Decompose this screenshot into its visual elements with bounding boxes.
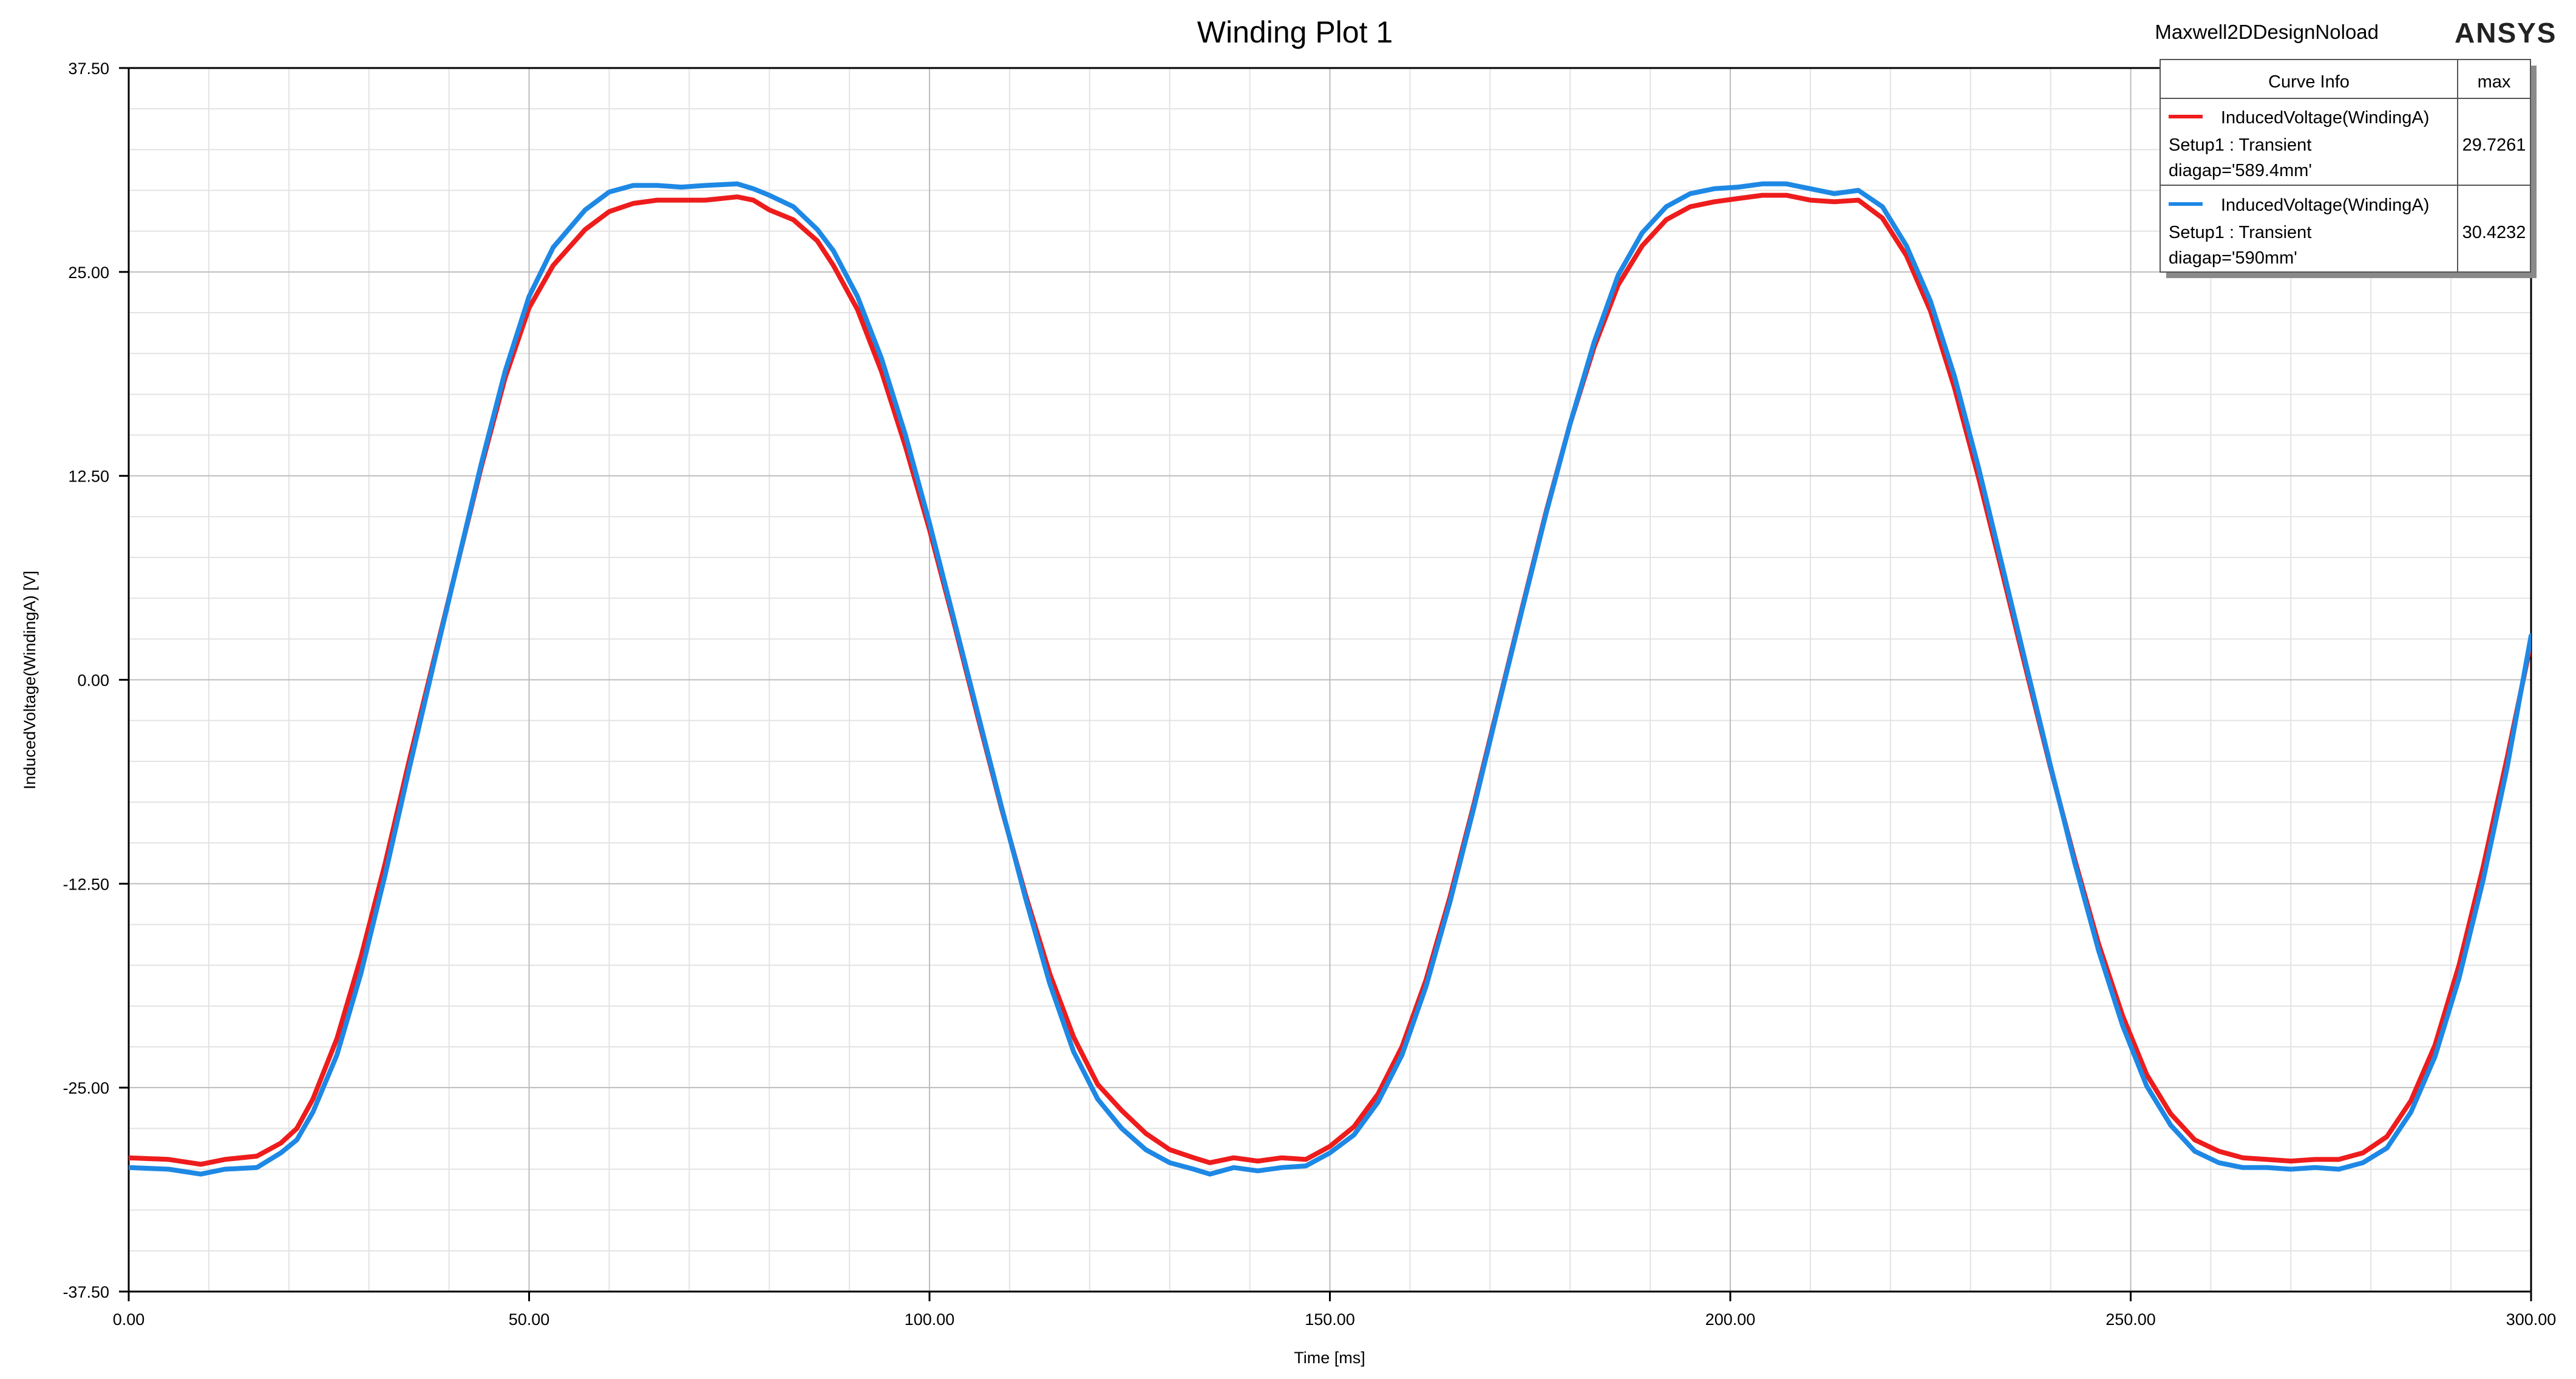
series-layer	[129, 181, 2531, 1177]
x-tick-label: 0.00	[113, 1310, 145, 1329]
y-tick-label: 0.00	[77, 672, 109, 690]
legend-entry-1-name: InducedVoltage(WindingA)	[2221, 108, 2429, 128]
legend-entry-1-variation: diagap='589.4mm'	[2169, 161, 2312, 180]
chart-title: Winding Plot 1	[1197, 15, 1393, 49]
y-tick-label: 12.50	[68, 468, 109, 486]
grid-major	[129, 68, 2531, 1292]
design-name: Maxwell2DDesignNoload	[2155, 21, 2379, 43]
legend-entry-1-setup: Setup1 : Transient	[2169, 135, 2311, 155]
x-tick-label: 300.00	[2506, 1310, 2557, 1329]
axis-ticks	[119, 67, 2532, 1301]
ansys-logo: ANSYS	[2455, 17, 2557, 49]
legend-entry-2-setup: Setup1 : Transient	[2169, 223, 2311, 242]
x-axis-tick-labels: 0.00 50.00 100.00 150.00 200.00 250.00 300.00	[113, 1310, 2557, 1329]
y-tick-label: 25.00	[68, 264, 109, 282]
legend-entry-2-max: 30.4232	[2462, 223, 2526, 242]
x-tick-label: 150.00	[1305, 1310, 1355, 1329]
legend-box	[2160, 59, 2531, 273]
x-tick-label: 250.00	[2105, 1310, 2156, 1329]
x-axis-title: Time [ms]	[1294, 1349, 1365, 1367]
legend-entry-2-variation: diagap='590mm'	[2169, 248, 2297, 268]
y-tick-label: -37.50	[63, 1283, 109, 1301]
legend-header-curve-info: Curve Info	[2268, 72, 2350, 92]
legend: Curve Info max InducedVoltage(WindingA) …	[2160, 59, 2537, 278]
y-axis-title: InducedVoltage(WindingA) [V]	[21, 571, 39, 789]
y-axis-tick-labels: 37.50 25.00 12.50 0.00 -12.50 -25.00 -37.50	[63, 60, 109, 1301]
legend-entry-1-max: 29.7261	[2462, 135, 2526, 155]
x-tick-label: 200.00	[1705, 1310, 1756, 1329]
x-tick-label: 50.00	[509, 1310, 550, 1329]
series-line-blue-590mm	[129, 181, 2531, 1177]
x-tick-label: 100.00	[905, 1310, 955, 1329]
y-tick-label: -25.00	[63, 1079, 109, 1097]
series-line-red-589-4mm	[129, 192, 2531, 1167]
y-tick-label: 37.50	[68, 60, 109, 78]
legend-header-max: max	[2478, 72, 2511, 92]
legend-entry-2-name: InducedVoltage(WindingA)	[2221, 196, 2429, 215]
y-tick-label: -12.50	[63, 875, 109, 893]
